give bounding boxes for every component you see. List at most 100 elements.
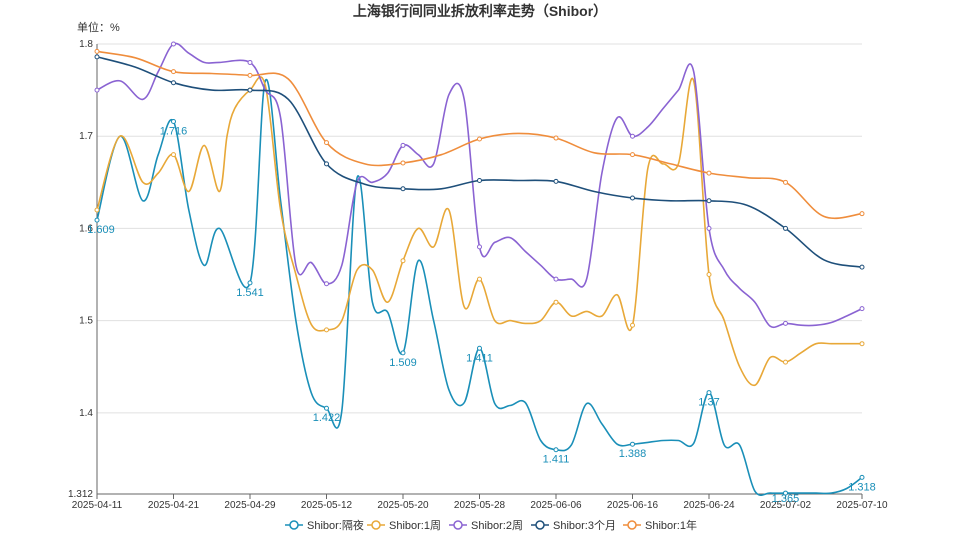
x-tick-label: 2025-05-28 (454, 500, 506, 511)
series-point (247, 72, 253, 78)
series-point (706, 272, 712, 278)
y-tick-label: 1.5 (79, 316, 93, 327)
data-label: 1.609 (87, 224, 115, 236)
series-line-overnight (96, 78, 863, 497)
series-point (859, 474, 865, 480)
series-point (859, 264, 865, 270)
series-line-1w (96, 76, 862, 387)
data-label: 1.388 (619, 448, 647, 460)
legend[interactable]: Shibor:隔夜 Shibor:1周 Shibor:2周 Shibor:3个月 Shi… (285, 518, 697, 532)
series-point (706, 225, 712, 231)
series-line-2w (96, 42, 863, 329)
series-point (553, 276, 559, 282)
series-point (630, 195, 635, 201)
series-point (477, 244, 482, 250)
series-point (477, 276, 482, 282)
data-label: 1.411 (543, 454, 570, 466)
y-tick-label: 1.4 (79, 408, 93, 419)
series-point (94, 87, 100, 93)
y-tick-label: 1.312 (68, 489, 93, 500)
x-tick-label: 2025-06-24 (683, 500, 735, 511)
series-point (324, 281, 329, 287)
series-point (477, 177, 482, 183)
legend-label: Shibor:3个月 (553, 519, 616, 532)
legend-marker (453, 520, 463, 530)
legend-item-1w[interactable]: Shibor:1周 (367, 519, 441, 532)
x-tick-label: 2025-06-16 (607, 500, 659, 511)
series-point (553, 135, 559, 141)
series-point (859, 211, 865, 217)
series-point (783, 490, 788, 496)
legend-item-2w[interactable]: Shibor:2周 (449, 519, 523, 532)
legend-item-3m[interactable]: Shibor:3个月 (531, 519, 616, 532)
data-label: 1.716 (160, 125, 188, 137)
data-label: 1.318 (848, 481, 876, 493)
series-line-1y (96, 50, 863, 220)
chart-title: 上海银行间同业拆放利率走势（Shibor） (353, 3, 607, 19)
y-tick-label: 1.7 (79, 131, 93, 142)
series-point (706, 170, 712, 176)
series-point (94, 54, 100, 60)
x-tick-label: 2025-07-02 (760, 500, 812, 511)
series-point (171, 80, 176, 86)
legend-label: Shibor:隔夜 (307, 518, 364, 532)
series-point (400, 258, 406, 264)
y-tick-label: 1.6 (79, 223, 93, 234)
series-point (630, 322, 635, 328)
series-1w (94, 76, 865, 387)
series-line-3m (96, 56, 863, 268)
series-point (553, 178, 559, 184)
series-overnight (94, 78, 865, 497)
series-point (859, 306, 865, 312)
y-tick-label: 1.8 (79, 39, 93, 50)
legend-item-1y[interactable]: Shibor:1年 (623, 518, 697, 532)
series-point (247, 59, 253, 65)
series-3m (94, 54, 865, 270)
series-point (783, 320, 788, 326)
series-point (477, 345, 482, 351)
series-point (324, 161, 329, 167)
data-label: 1.509 (389, 357, 417, 369)
series-point (324, 405, 329, 411)
series-2w (94, 41, 865, 329)
legend-label: Shibor:1年 (645, 518, 697, 532)
series-point (324, 327, 329, 333)
x-tick-label: 2025-05-12 (301, 500, 353, 511)
legend-item-overnight[interactable]: Shibor:隔夜 (285, 518, 364, 532)
series-point (247, 87, 253, 93)
series-point (783, 225, 788, 231)
y-axis-unit: 单位：% (77, 20, 120, 34)
legend-marker (627, 520, 637, 530)
series-point (400, 350, 406, 356)
series-point (630, 152, 635, 158)
data-label: 1.422 (313, 412, 341, 424)
data-label: 1.541 (236, 287, 264, 299)
series-point (630, 441, 635, 447)
series-point (324, 140, 329, 146)
grid-lines (97, 43, 862, 495)
series-point (171, 69, 176, 75)
x-tick-label: 2025-04-21 (148, 500, 200, 511)
x-tick-label: 2025-04-29 (224, 500, 276, 511)
series-point (553, 299, 559, 305)
series-point (400, 160, 406, 166)
x-tick-label: 2025-05-20 (377, 500, 429, 511)
x-tick-label: 2025-06-06 (530, 500, 582, 511)
series-point (706, 198, 712, 204)
series-point (171, 41, 176, 47)
series-point (553, 447, 559, 453)
data-labels: 1.609 1.716 1.541 1.422 1.509 1.411 1.411 1.388… (87, 125, 876, 505)
data-label: 1.37 (698, 397, 719, 409)
legend-marker (371, 520, 381, 530)
series-point (171, 152, 176, 158)
series-point (94, 48, 100, 54)
series-1y (94, 48, 865, 220)
series-point (783, 359, 788, 365)
series-layer (94, 41, 865, 497)
series-point (859, 341, 865, 347)
series-point (400, 142, 406, 148)
x-tick-label: 2025-07-10 (836, 500, 888, 511)
data-label: 1.365 (772, 493, 800, 505)
